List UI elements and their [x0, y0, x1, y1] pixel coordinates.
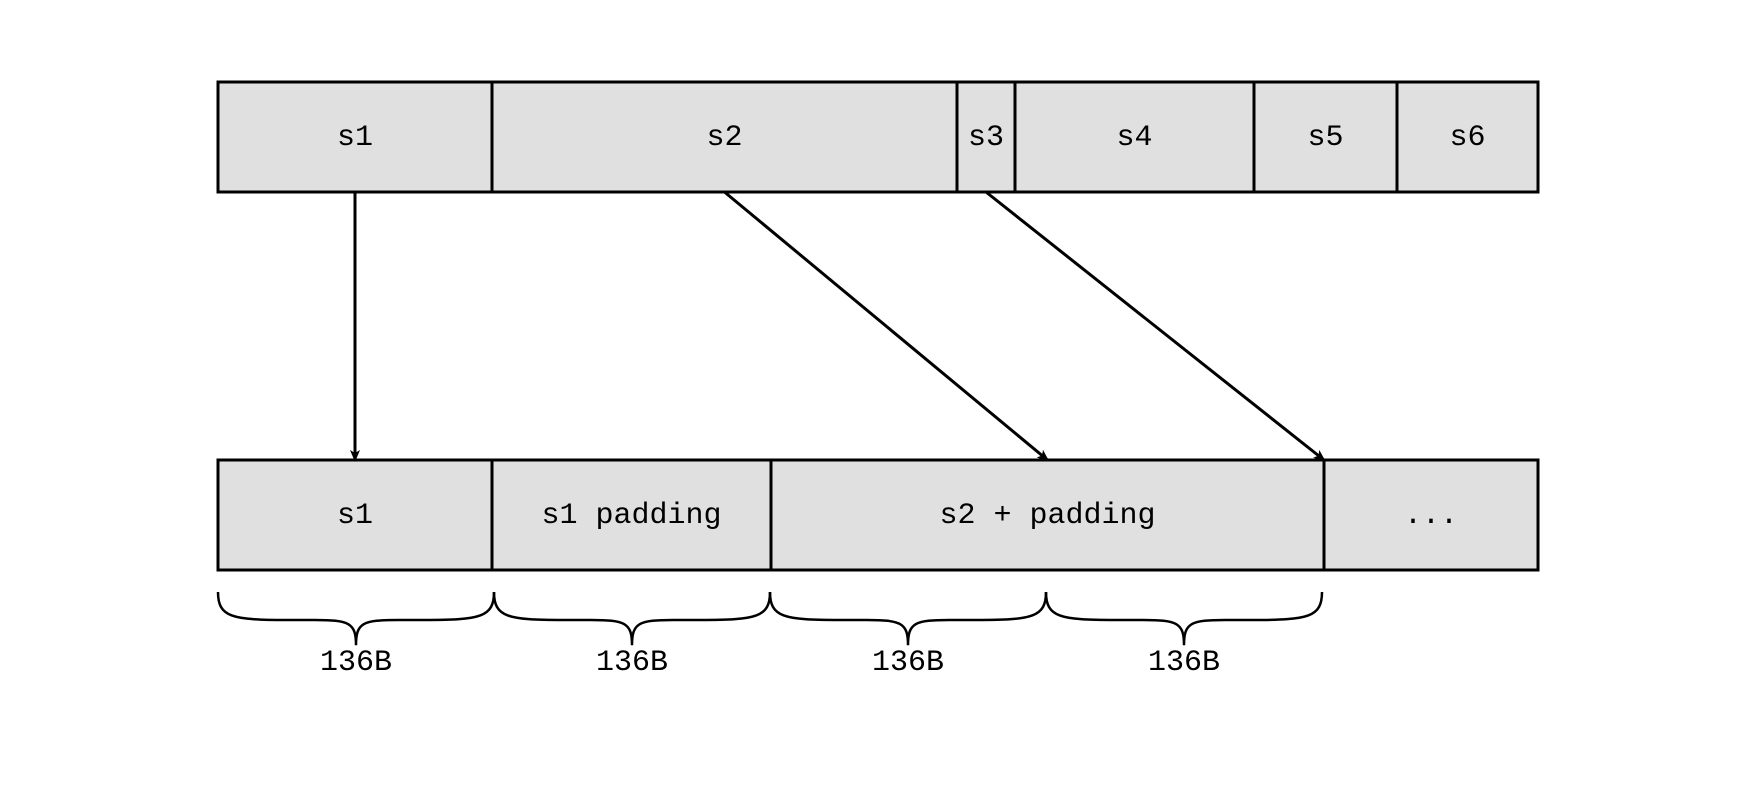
arrow-1 [725, 192, 1048, 460]
bottom_row-cell-3-label: ... [1404, 499, 1458, 533]
brace-2 [770, 592, 1046, 645]
top_row-cell-3-label: s4 [1116, 121, 1152, 155]
brace-0-label: 136B [320, 646, 392, 680]
top_row-cell-0-label: s1 [337, 121, 373, 155]
bottom_row-cell-2-label: s2 + padding [939, 499, 1155, 533]
bottom_row-cell-1-label: s1 padding [541, 499, 721, 533]
padding-diagram: s1 s2 s3 s4 s5 s6 s1 s1 padding s2 + padding... 1… [0, 0, 1757, 790]
top_row-cell-1-label: s2 [706, 121, 742, 155]
top_row-cell-5-label: s6 [1449, 121, 1485, 155]
brace-2-label: 136B [872, 646, 944, 680]
brace-0 [218, 592, 494, 645]
brace-3 [1046, 592, 1322, 645]
brace-3-label: 136B [1148, 646, 1220, 680]
bottom_row-cell-0-label: s1 [337, 499, 373, 533]
brace-1 [494, 592, 770, 645]
top_row-cell-2-label: s3 [968, 121, 1004, 155]
arrow-2 [986, 192, 1324, 460]
brace-1-label: 136B [596, 646, 668, 680]
top_row-cell-4-label: s5 [1307, 121, 1343, 155]
